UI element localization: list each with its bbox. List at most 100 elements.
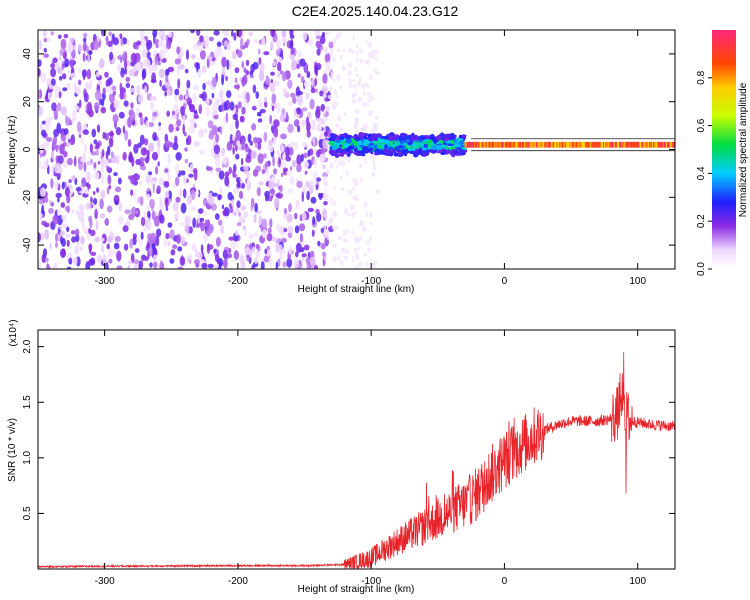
- heatmap-cell: [244, 247, 251, 256]
- heatmap-cell: [157, 261, 160, 268]
- heatmap-cell: [174, 213, 177, 220]
- heatmap-cell: [106, 186, 110, 195]
- heatmap-cell: [508, 141, 510, 148]
- heatmap-cell: [314, 66, 318, 75]
- heatmap-cell: [147, 233, 153, 240]
- heatmap-cell: [249, 70, 254, 76]
- heatmap-cell: [174, 58, 181, 65]
- heatmap-cell: [636, 141, 638, 148]
- heatmap-cell: [50, 67, 57, 78]
- heatmap-cell: [136, 84, 141, 96]
- heatmap-cell: [77, 44, 83, 52]
- heatmap-cell: [40, 72, 47, 83]
- heatmap-cell: [190, 206, 197, 211]
- heatmap-cell: [208, 223, 214, 234]
- heatmap-cell: [82, 225, 87, 233]
- heatmap-cell: [493, 141, 495, 148]
- heatmap-cell: [297, 50, 302, 58]
- heatmap-cell: [92, 191, 96, 195]
- heatmap-cell: [340, 187, 344, 192]
- heatmap-cell: [179, 50, 185, 56]
- heatmap-cell: [175, 196, 181, 203]
- heatmap-cell: [327, 94, 332, 100]
- heatmap-cell: [670, 141, 672, 148]
- snr-x-tick-label: -300: [95, 576, 115, 587]
- heatmap-cell: [301, 211, 307, 222]
- heatmap-cell: [594, 141, 597, 148]
- heatmap-cell: [241, 106, 246, 115]
- heatmap-cell: [140, 39, 147, 48]
- heatmap-cell: [211, 125, 218, 136]
- heatmap-cell: [257, 48, 261, 55]
- heatmap-cell: [358, 246, 361, 251]
- heatmap-cell: [83, 32, 88, 38]
- heatmap-cell: [128, 69, 135, 77]
- heatmap-cell: [38, 232, 41, 243]
- heatmap-cell: [357, 96, 363, 103]
- heatmap-cell: [279, 133, 287, 140]
- heatmap-cell: [364, 158, 367, 164]
- heatmap-cell: [225, 75, 228, 82]
- heatmap-cell: [140, 216, 146, 227]
- heatmap-cell: [347, 145, 355, 150]
- heatmap-cell: [303, 152, 308, 159]
- heatmap-cell: [107, 247, 113, 258]
- heatmap-cell: [664, 141, 667, 148]
- heatmap-cell: [38, 199, 43, 205]
- heatmap-cell: [96, 124, 101, 133]
- heatmap-cell: [249, 249, 253, 259]
- heatmap-cell: [191, 243, 196, 252]
- heatmap-cell: [58, 91, 62, 99]
- heatmap-cell: [369, 235, 372, 241]
- heatmap-cell: [228, 166, 233, 175]
- heatmap-cell: [295, 242, 302, 253]
- heatmap-cell: [535, 141, 538, 148]
- heatmap-cell: [145, 174, 152, 184]
- heatmap-cell: [88, 243, 93, 251]
- heatmap-cell: [339, 54, 344, 61]
- heatmap-cell: [81, 217, 85, 228]
- heatmap-cell: [355, 51, 359, 56]
- heatmap-cell: [315, 105, 321, 116]
- heatmap-cell: [413, 137, 418, 141]
- heatmap-cell: [233, 32, 237, 41]
- heatmap-cell: [499, 141, 502, 148]
- heatmap-cell: [264, 190, 270, 198]
- heatmap-cell: [329, 197, 333, 203]
- colorbar-tick-label: 0.8: [696, 70, 707, 84]
- heatmap-cell: [272, 183, 280, 188]
- heatmap-cell: [490, 141, 492, 148]
- snr-x-tick-label: 0: [502, 576, 508, 587]
- heatmap-cell: [137, 142, 142, 148]
- heatmap-cell: [346, 135, 350, 140]
- heatmap-cell: [266, 166, 270, 177]
- heatmap-cell: [336, 124, 339, 128]
- heatmap-cell: [74, 86, 81, 95]
- heatmap-cell: [367, 99, 371, 103]
- heatmap-cell: [427, 149, 432, 152]
- heatmap-cell: [316, 177, 322, 182]
- heatmap-cell: [219, 125, 223, 135]
- heatmap-cell: [556, 141, 558, 148]
- heatmap-cell: [610, 141, 613, 148]
- snr-multiplier: (x10⁴): [8, 319, 19, 346]
- heatmap-cell: [71, 236, 77, 243]
- heatmap-cell: [264, 100, 268, 108]
- heatmap-cell: [308, 40, 314, 46]
- heatmap-cell: [280, 172, 284, 177]
- heatmap-cell: [328, 140, 336, 146]
- heatmap-cell: [62, 158, 68, 169]
- heatmap-cell: [153, 254, 158, 262]
- heatmap-cell: [90, 196, 93, 204]
- heatmap-cell: [393, 152, 399, 157]
- heatmap-cell: [632, 141, 635, 148]
- heatmap-cell: [369, 222, 373, 226]
- heatmap-cell: [542, 141, 545, 148]
- heatmap-cell: [555, 141, 557, 148]
- heatmap-cell: [132, 66, 137, 72]
- heatmap-cell: [174, 93, 178, 103]
- heatmap-cell: [253, 136, 258, 144]
- heatmap-cell: [314, 30, 321, 38]
- heatmap-cell: [139, 30, 145, 40]
- heatmap-cell: [100, 237, 105, 242]
